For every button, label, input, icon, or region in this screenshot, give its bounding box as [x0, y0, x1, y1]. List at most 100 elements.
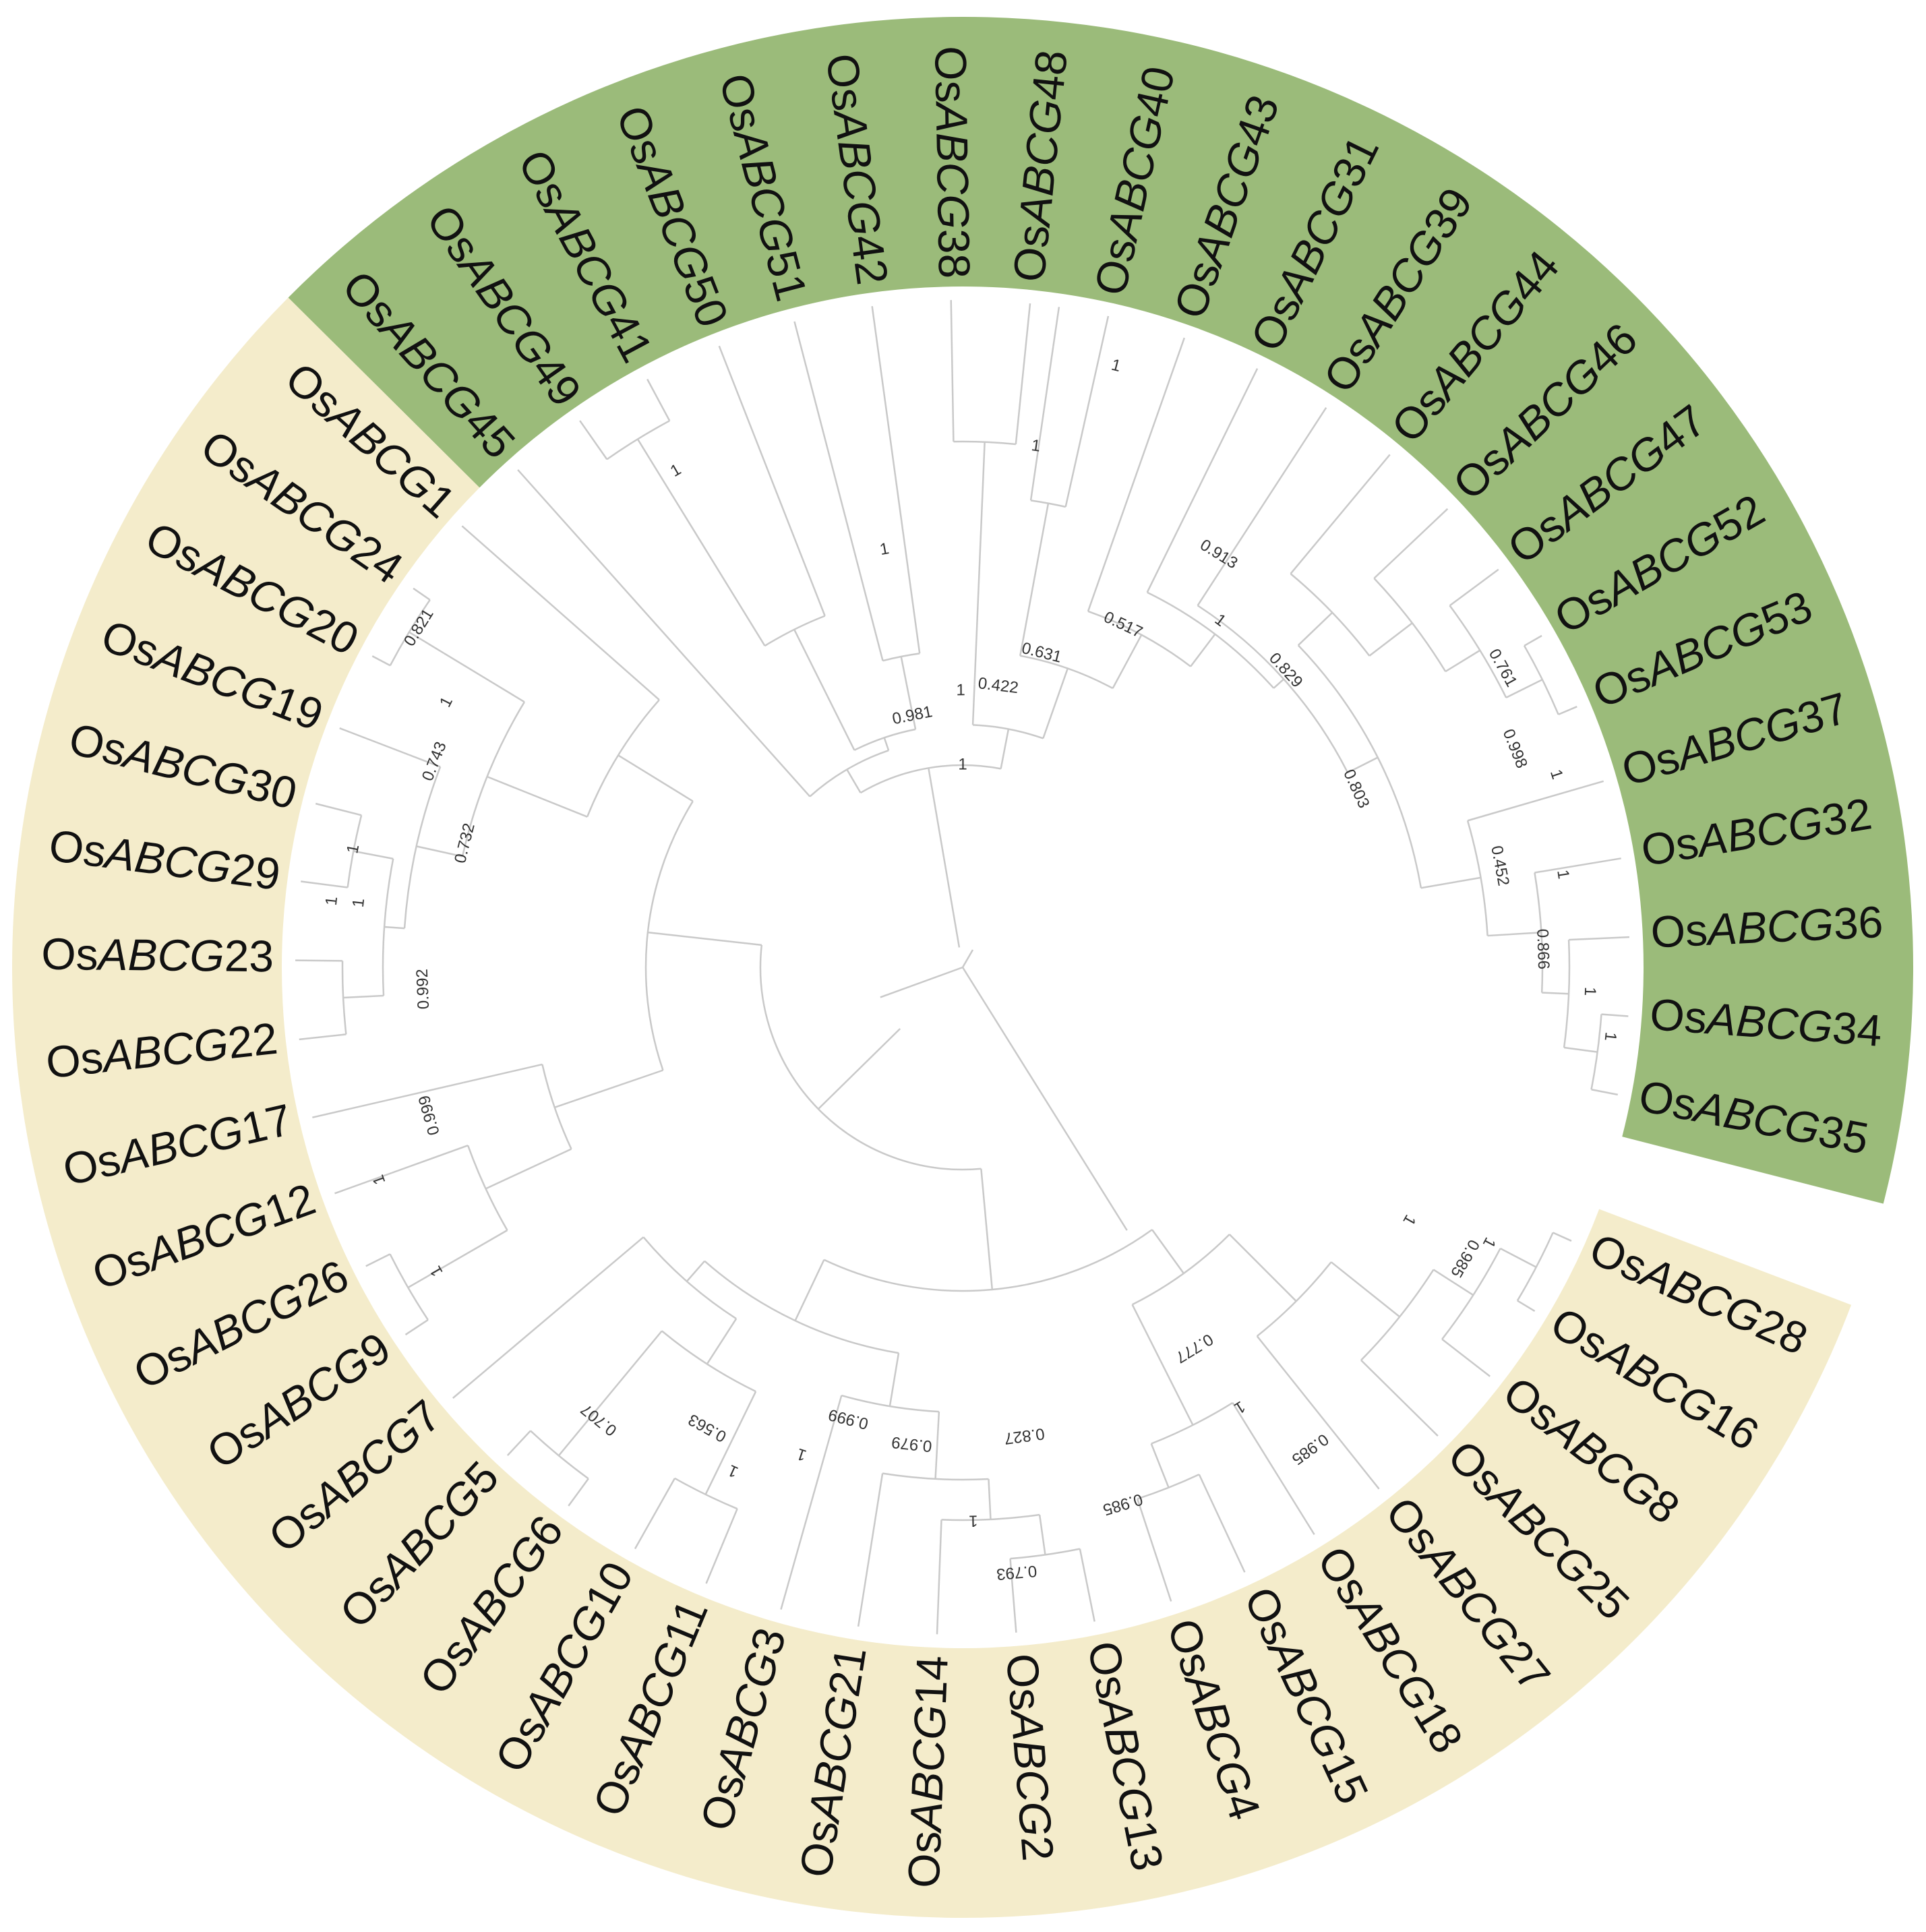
tree-branch [485, 1148, 572, 1190]
leaf-label: OsABCG21 [790, 1643, 876, 1881]
support-value: 1 [436, 694, 456, 710]
tree-branch [883, 737, 890, 751]
tree-branch [1197, 503, 1265, 606]
tree-branch [579, 420, 608, 460]
tree-branch [900, 656, 917, 730]
tree-branch [1064, 315, 1110, 508]
tree-branch [517, 469, 676, 646]
tree-branch [299, 1033, 347, 1041]
tree-branch [409, 631, 444, 654]
tree-branch [704, 1439, 733, 1495]
support-value: 0.777 [1172, 1330, 1216, 1366]
support-value: 1 [956, 681, 965, 699]
clade-band-green [288, 17, 1913, 1204]
tree-branch [1150, 1443, 1170, 1488]
tree-branch [980, 1168, 994, 1290]
tree-branch [1441, 1338, 1491, 1377]
tree-branch [1176, 368, 1259, 533]
tree-branch [889, 1352, 900, 1407]
support-value: 1 [878, 539, 891, 559]
tree-branch [452, 1297, 572, 1399]
tree-branch [334, 1172, 392, 1195]
support-value: 1 [427, 1263, 447, 1279]
tree-branch [315, 802, 362, 816]
clade-bands [11, 17, 1913, 1918]
tree-branch [343, 994, 384, 999]
tree-branch [301, 880, 348, 888]
tree-branch [1569, 936, 1630, 941]
support-value: 0.985 [1101, 1490, 1145, 1519]
tree-branch [794, 1259, 825, 1321]
tree-arc [644, 800, 694, 1071]
tree-branch [1542, 992, 1569, 995]
tree-branch [1151, 1229, 1184, 1274]
tree-branch [706, 1318, 738, 1365]
tree-branch [793, 321, 884, 661]
tree-branch [846, 768, 862, 793]
support-value: 0.803 [1340, 766, 1373, 811]
tree-branch [721, 1508, 738, 1547]
tree-branches [295, 300, 1630, 1635]
tree-branch [1553, 1232, 1572, 1242]
support-value: 0.992 [413, 969, 433, 1010]
tree-branch [384, 926, 405, 930]
tree-branch [1087, 547, 1112, 612]
support-value: 0.422 [977, 674, 1019, 697]
leaf-label: OsABCG22 [44, 1013, 280, 1088]
support-values: 110.86610.45210.9980.7610.80310.8290.913… [322, 356, 1620, 1583]
support-value: 1 [794, 1445, 808, 1465]
tree-branch [461, 525, 609, 657]
tree-branch [1232, 1402, 1269, 1461]
tree-branch [961, 949, 974, 968]
tree-branch [1273, 678, 1285, 689]
tree-branch [1290, 454, 1391, 574]
support-value: 1 [349, 897, 368, 908]
tree-branch [487, 775, 588, 818]
tree-branch [1517, 1300, 1536, 1312]
tree-branch [568, 1478, 589, 1507]
tree-branch [636, 438, 766, 646]
tree-branch [409, 754, 441, 768]
tree-branch [413, 587, 431, 601]
tree-branch [1228, 1234, 1297, 1302]
leaf-label: OsABCG34 [1648, 989, 1884, 1056]
tree-branch [443, 652, 525, 703]
tree-branch [506, 1430, 531, 1456]
support-value: 1 [1030, 436, 1042, 456]
leaf-label: OsABCG2 [997, 1652, 1063, 1863]
support-value: 0.563 [685, 1410, 729, 1446]
tree-branch [371, 655, 391, 667]
tree-branch [463, 1063, 543, 1084]
tree-branch [647, 931, 762, 946]
support-value: 0.985 [1288, 1430, 1332, 1468]
support-value: 0.631 [1020, 639, 1064, 667]
tree-branch [312, 1081, 464, 1118]
tree-branch [971, 684, 975, 725]
tree-branch [339, 727, 409, 756]
tree-branch [407, 1229, 508, 1289]
support-value: 0.999 [415, 1093, 444, 1137]
tree-arc [661, 1330, 756, 1393]
tree-branch [570, 1236, 644, 1299]
tree-branch [353, 850, 394, 860]
tree-branch [1190, 634, 1216, 667]
tree-branch [1534, 857, 1621, 874]
tree-branch [1256, 1335, 1380, 1490]
tree-arc [1030, 500, 1066, 508]
tree-branch [718, 345, 826, 617]
tree-branch [1330, 1261, 1400, 1318]
tree-branch [416, 845, 463, 857]
support-value: 0.913 [1197, 536, 1240, 573]
tree-arc [1132, 1234, 1230, 1306]
support-value: 1 [343, 843, 363, 855]
tree-branch [1110, 337, 1186, 548]
support-value: 0.517 [1101, 608, 1145, 642]
tree-branch [1420, 876, 1481, 889]
tree-branch [880, 966, 963, 998]
tree-arc [1373, 577, 1447, 672]
tree-branch [618, 754, 694, 802]
tree-branch [1433, 1269, 1474, 1296]
support-value: 1 [1399, 1211, 1419, 1228]
tree-arc [467, 1145, 508, 1231]
